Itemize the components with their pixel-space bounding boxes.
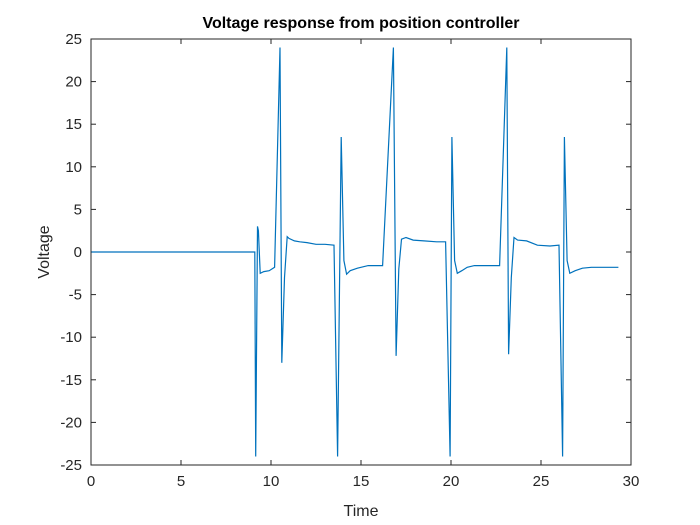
- voltage-series-line: [91, 47, 619, 457]
- x-tick-label: 20: [443, 473, 460, 490]
- y-tick-label: -25: [60, 457, 82, 474]
- x-tick-label: 10: [263, 473, 280, 490]
- y-tick-label: 5: [74, 201, 82, 218]
- x-axis-label: Time: [344, 503, 379, 520]
- y-axis-label: Voltage: [36, 225, 53, 278]
- x-tick-label: 30: [623, 473, 640, 490]
- x-tick-label: 0: [87, 473, 95, 490]
- x-tick-label: 25: [533, 473, 550, 490]
- y-tick-label: -20: [60, 414, 82, 431]
- chart-title: Voltage response from position controlle…: [202, 15, 519, 32]
- y-tick-label: 25: [65, 31, 82, 48]
- plot-frame: [90, 38, 632, 466]
- y-tick-label: -10: [60, 329, 82, 346]
- y-tick-label: 20: [65, 74, 82, 91]
- y-tick-label: 15: [65, 116, 82, 133]
- y-tick-label: -5: [69, 287, 82, 304]
- y-tick-label: 0: [74, 244, 82, 261]
- x-tick-label: 5: [177, 473, 185, 490]
- x-tick-label: 15: [353, 473, 370, 490]
- y-tick-label: 10: [65, 159, 82, 176]
- y-tick-label: -15: [60, 372, 82, 389]
